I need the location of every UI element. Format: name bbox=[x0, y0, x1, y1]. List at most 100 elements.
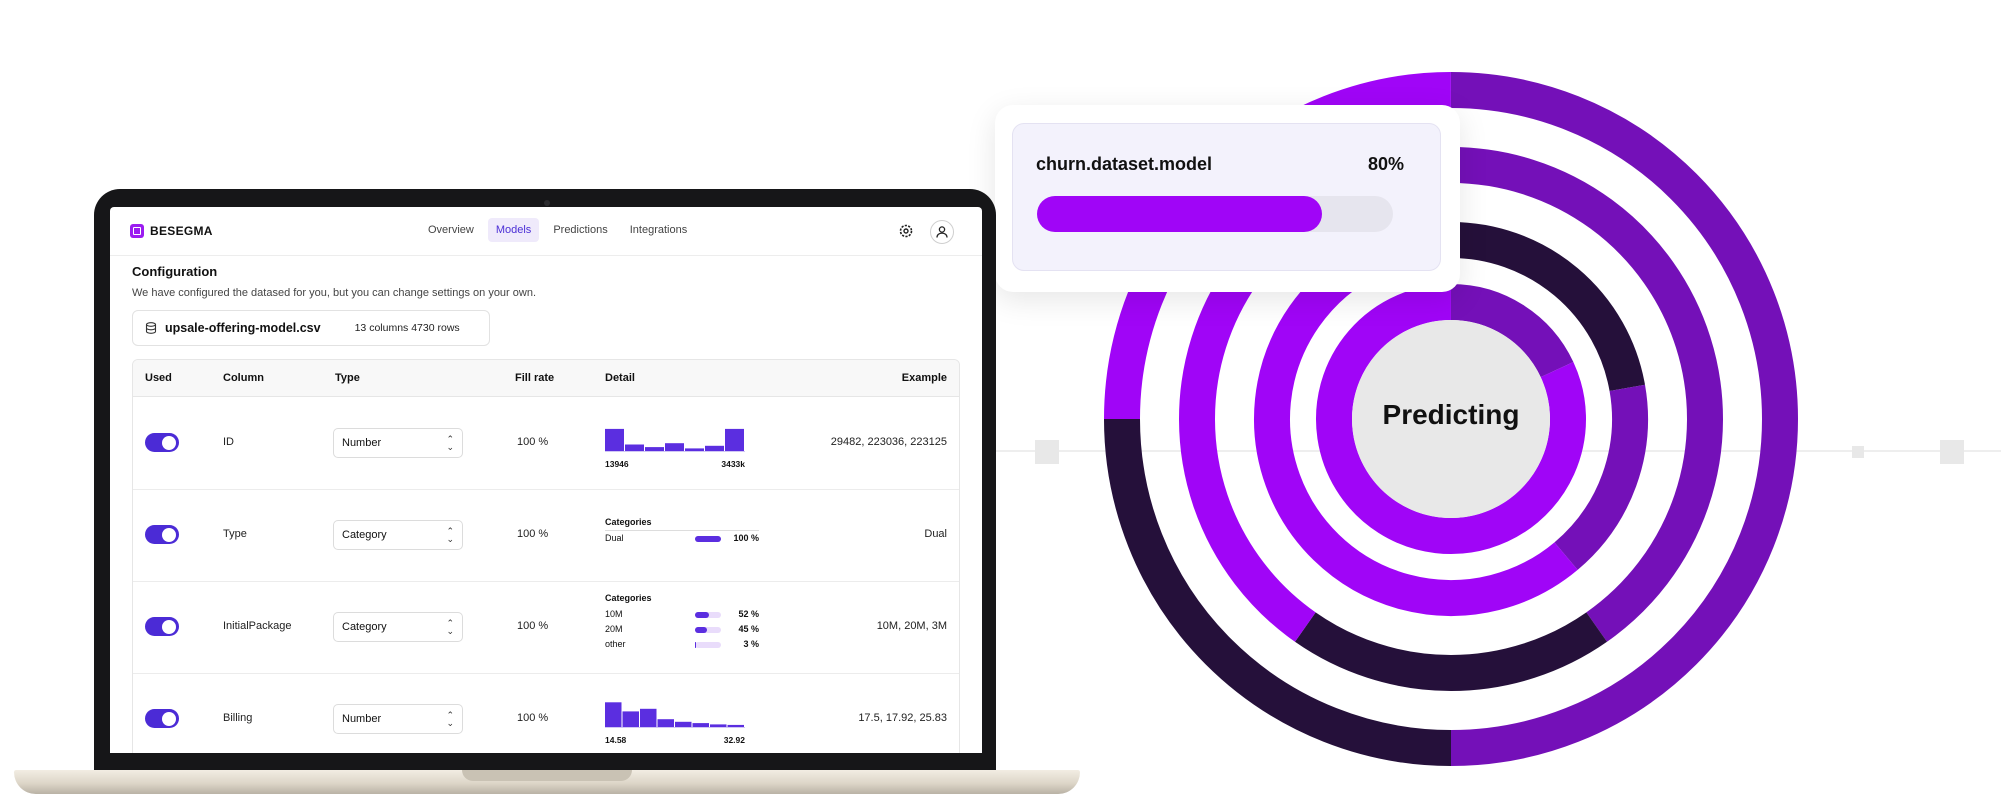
dataset-file-card[interactable]: upsale-offering-model.csv 13 columns 473… bbox=[132, 310, 490, 346]
histogram-bar bbox=[705, 445, 724, 451]
fill-rate: 100 % bbox=[517, 620, 549, 632]
logo-text: BESEGMA bbox=[150, 224, 213, 238]
histogram-bar bbox=[692, 723, 709, 727]
category-row: 20M 45 % bbox=[605, 624, 759, 636]
category-bar-track bbox=[695, 536, 721, 542]
category-bar-fill bbox=[695, 536, 721, 542]
header-example: Example bbox=[901, 372, 947, 384]
page-subtitle: We have configured the datased for you, … bbox=[132, 287, 537, 299]
category-distribution: Categories Dual 100 % bbox=[605, 517, 759, 548]
histogram-bar bbox=[625, 444, 644, 451]
progress-fill bbox=[1037, 196, 1322, 232]
type-select-value: Category bbox=[342, 621, 387, 633]
tab-predictions[interactable]: Predictions bbox=[553, 224, 608, 236]
category-percent: 45 % bbox=[738, 624, 759, 634]
gear-icon[interactable] bbox=[895, 220, 917, 242]
histogram-bar bbox=[657, 719, 674, 727]
progress-percent: 80% bbox=[1367, 154, 1404, 174]
histogram-bar bbox=[640, 708, 657, 727]
logo-icon bbox=[130, 224, 144, 238]
ring-segment bbox=[1294, 612, 1608, 691]
connector-node bbox=[1940, 440, 1964, 464]
example-values: Dual bbox=[924, 528, 947, 540]
top-nav: BESEGMA Overview Models Predictions Inte… bbox=[110, 207, 982, 256]
category-percent: 100 % bbox=[733, 533, 759, 543]
column-name: Billing bbox=[223, 712, 253, 724]
histogram-min: 14.58 bbox=[605, 735, 627, 745]
progress-track bbox=[1037, 196, 1393, 232]
used-toggle[interactable] bbox=[145, 433, 179, 452]
histogram-bar bbox=[622, 711, 639, 727]
category-name: other bbox=[605, 639, 626, 649]
categories-title: Categories bbox=[605, 593, 652, 603]
histogram-bar bbox=[605, 428, 624, 451]
chevron-updown-icon: ⌃ ⌄ bbox=[446, 526, 454, 544]
laptop-notch bbox=[462, 770, 632, 781]
used-toggle[interactable] bbox=[145, 709, 179, 728]
dataset-file-name: upsale-offering-model.csv bbox=[165, 321, 321, 335]
model-progress-card: churn.dataset.model 80% bbox=[995, 105, 1460, 292]
model-progress-panel: churn.dataset.model 80% bbox=[1012, 123, 1441, 271]
chevron-updown-icon: ⌃ ⌄ bbox=[446, 618, 454, 636]
histogram: 14.58 32.92 bbox=[605, 701, 745, 746]
app-screen: BESEGMA Overview Models Predictions Inte… bbox=[110, 207, 982, 753]
category-row: 10M 52 % bbox=[605, 609, 759, 621]
table-row: InitialPackage Category ⌃ ⌄ 100 % 10M, 20M, 3… bbox=[133, 581, 959, 674]
example-values: 10M, 20M, 3M bbox=[876, 620, 947, 632]
header-detail: Detail bbox=[605, 372, 635, 384]
category-bar-fill bbox=[695, 627, 707, 633]
columns-table: Used Column Type Fill rate Detail Exampl… bbox=[132, 359, 960, 753]
category-bar-track bbox=[695, 612, 721, 618]
category-bar-track bbox=[695, 627, 721, 633]
category-percent: 52 % bbox=[738, 609, 759, 619]
tab-models[interactable]: Models bbox=[487, 218, 540, 242]
categories-title: Categories bbox=[605, 517, 652, 527]
ring-segment bbox=[1554, 384, 1648, 570]
header-type: Type bbox=[335, 372, 360, 384]
tab-integrations[interactable]: Integrations bbox=[629, 224, 688, 236]
category-percent: 3 % bbox=[743, 639, 759, 649]
category-name: 20M bbox=[605, 624, 623, 634]
column-name: InitialPackage bbox=[223, 620, 292, 632]
type-select[interactable]: Category ⌃ ⌄ bbox=[333, 612, 463, 642]
table-header: Used Column Type Fill rate Detail Exampl… bbox=[133, 360, 959, 397]
model-name: churn.dataset.model bbox=[1036, 154, 1213, 174]
column-name: ID bbox=[223, 436, 234, 448]
histogram-bar bbox=[727, 724, 744, 727]
histogram: 13946 3433k bbox=[605, 425, 745, 470]
header-column: Column bbox=[223, 372, 264, 384]
table-row: ID Number ⌃ ⌄ 100 % 29482, 223036, 223125 1394… bbox=[133, 397, 959, 490]
database-icon bbox=[145, 322, 157, 334]
ring-segment bbox=[1450, 147, 1723, 642]
category-row: Dual 100 % bbox=[605, 533, 759, 545]
connector-node bbox=[1035, 440, 1059, 464]
example-values: 29482, 223036, 223125 bbox=[830, 436, 947, 448]
chevron-updown-icon: ⌃ ⌄ bbox=[446, 434, 454, 452]
histogram-bar bbox=[605, 702, 622, 727]
histogram-bar bbox=[685, 448, 704, 451]
table-row: Type Category ⌃ ⌄ 100 % Dual Categories Dual 100… bbox=[133, 489, 959, 582]
fill-rate: 100 % bbox=[517, 528, 549, 540]
connector-node bbox=[1852, 446, 1864, 458]
header-used: Used bbox=[145, 372, 172, 384]
used-toggle[interactable] bbox=[145, 525, 179, 544]
table-row: Billing Number ⌃ ⌄ 100 % 17.5, 17.92, 25.83 14… bbox=[133, 673, 959, 753]
type-select[interactable]: Number ⌃ ⌄ bbox=[333, 428, 463, 458]
chevron-updown-icon: ⌃ ⌄ bbox=[446, 710, 454, 728]
histogram-bar bbox=[710, 724, 727, 727]
nav-tabs: Overview Models Predictions Integrations bbox=[420, 218, 695, 242]
user-icon[interactable] bbox=[930, 220, 954, 244]
histogram-bar bbox=[675, 721, 692, 727]
type-select[interactable]: Number ⌃ ⌄ bbox=[333, 704, 463, 734]
logo[interactable]: BESEGMA bbox=[130, 224, 213, 238]
category-distribution: Categories 10M 52 % 20M 45 % other 3 % bbox=[605, 593, 759, 654]
laptop-camera bbox=[544, 200, 550, 206]
histogram-bar bbox=[645, 447, 664, 451]
category-bar-fill bbox=[695, 642, 696, 648]
header-fill-rate: Fill rate bbox=[515, 372, 555, 384]
category-bar-track bbox=[695, 642, 721, 648]
type-select[interactable]: Category ⌃ ⌄ bbox=[333, 520, 463, 550]
type-select-value: Number bbox=[342, 713, 382, 725]
used-toggle[interactable] bbox=[145, 617, 179, 636]
tab-overview[interactable]: Overview bbox=[428, 224, 474, 236]
